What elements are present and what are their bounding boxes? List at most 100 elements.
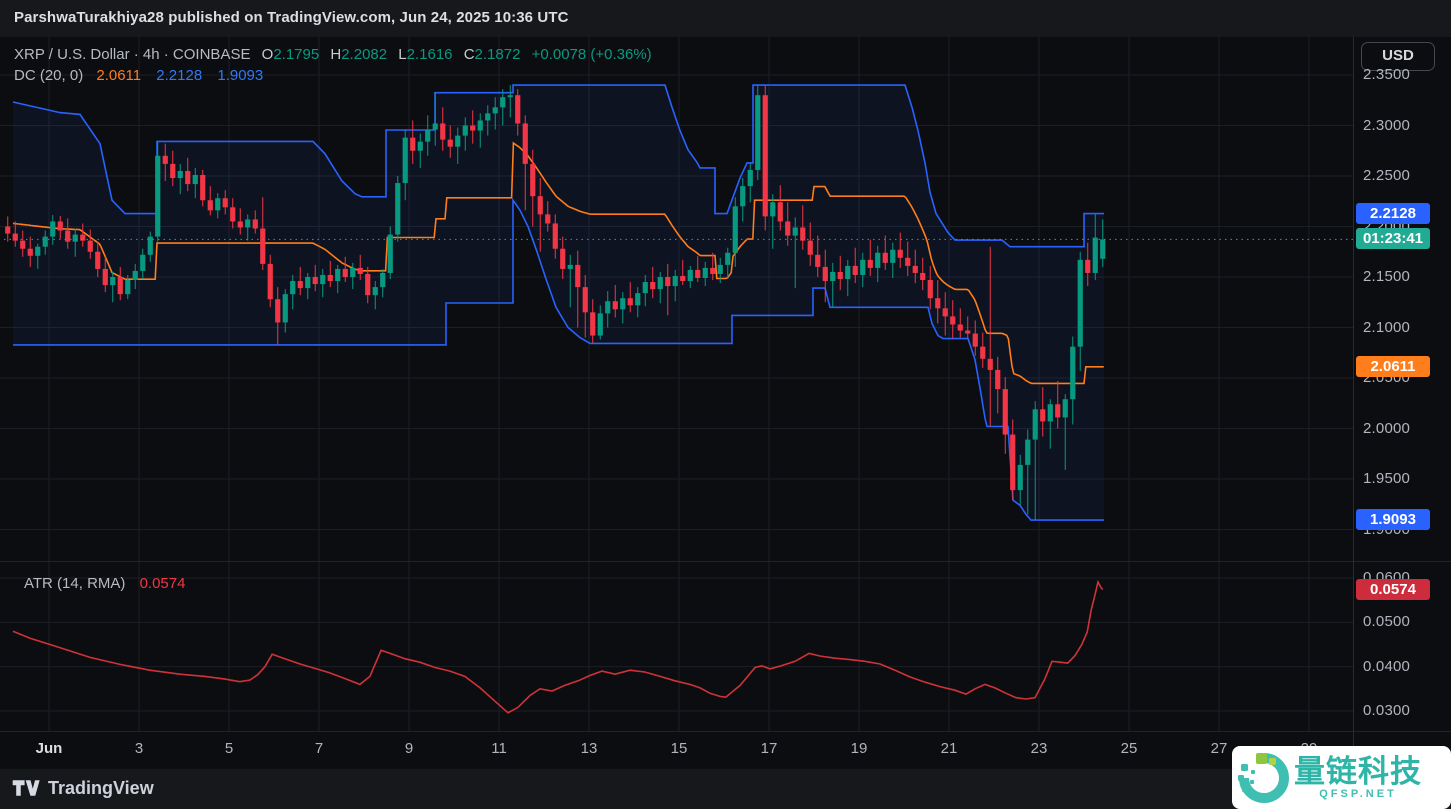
candle-body <box>290 281 296 295</box>
atr-badge: 0.0574 <box>1356 578 1430 600</box>
dc-upper-badge: 2.2128 <box>1356 202 1430 224</box>
price-tick-label: 1.9500 <box>1363 470 1411 487</box>
candle-body <box>650 282 656 290</box>
candle-body <box>702 267 708 279</box>
candle-body <box>605 301 611 314</box>
atr-pane[interactable] <box>0 562 1353 731</box>
candle-body <box>695 269 701 279</box>
price-tick-label: 2.1000 <box>1363 318 1411 336</box>
candle-body <box>402 137 408 184</box>
candle-body <box>1025 439 1031 465</box>
time-tick-label: Jun <box>35 740 63 757</box>
candle-body <box>1100 239 1106 259</box>
time-tick-label: 19 <box>850 740 868 757</box>
price-tick-label: 2.2500 <box>1363 167 1411 184</box>
candle-body <box>1070 346 1076 400</box>
candle-body <box>1047 404 1053 422</box>
candle-body <box>800 227 806 241</box>
price-axis-divider <box>1353 37 1354 769</box>
published-by-text: ParshwaTurakhiya28 published on TradingV… <box>14 9 569 26</box>
candle-body <box>575 264 581 288</box>
price-pane[interactable] <box>0 37 1353 562</box>
candle-body <box>335 268 341 282</box>
candle-body <box>87 240 93 252</box>
chart-area[interactable]: XRP / U.S. Dollar · 4h · COINBASE O2.179… <box>0 37 1451 769</box>
candle-body <box>815 254 821 267</box>
candle-body <box>845 265 851 280</box>
time-tick-label: 13 <box>580 740 598 757</box>
candle-body <box>957 324 963 331</box>
candle-body <box>312 277 318 285</box>
dc-label: DC (20, 0) <box>14 67 84 84</box>
candle-body <box>665 277 671 287</box>
candle-body <box>440 123 446 140</box>
dc-lower-value: 1.9093 <box>217 67 264 84</box>
candle-body <box>417 141 423 151</box>
pane-divider[interactable] <box>0 561 1451 562</box>
symbol-legend[interactable]: XRP / U.S. Dollar · 4h · COINBASE O2.179… <box>14 46 652 63</box>
candle-body <box>770 202 776 217</box>
candle-body <box>1017 464 1023 491</box>
candle-body <box>627 298 633 306</box>
candle-body <box>597 313 603 336</box>
candle-body <box>680 275 686 282</box>
candle-body <box>492 107 498 114</box>
currency-toggle-button[interactable]: USD <box>1361 42 1435 71</box>
candle-body <box>755 95 761 170</box>
candle-body <box>935 298 941 309</box>
candle-body <box>747 169 753 187</box>
candle-body <box>635 293 641 306</box>
atr-tick-label: 0.0500 <box>1363 613 1411 631</box>
time-axis[interactable]: Jun357911131517192123252729 <box>0 731 1353 769</box>
close-label: C <box>463 46 475 63</box>
candle-body <box>1040 409 1046 422</box>
candle-body <box>1062 399 1068 418</box>
candle-body <box>762 95 768 217</box>
candle-body <box>507 95 513 98</box>
atr-legend[interactable]: ATR (14, RMA) 0.0574 <box>24 575 185 592</box>
candle-body <box>170 163 176 179</box>
candle-body <box>320 274 326 285</box>
candle-body <box>447 139 453 147</box>
time-axis-divider <box>0 731 1451 732</box>
candle-body <box>867 259 873 268</box>
price-axis[interactable]: USD 2.3500 2.3000 2.2500 2.2000 2.1500 2.1000… <box>1354 37 1451 769</box>
time-tick-label: 27 <box>1210 740 1228 757</box>
candle-body <box>792 227 798 236</box>
candle-body <box>387 234 393 273</box>
dc-basis-value: 2.0611 <box>96 67 142 84</box>
time-tick-label: 5 <box>224 740 234 757</box>
candle-body <box>365 273 371 296</box>
atr-label: ATR (14, RMA) <box>24 575 126 592</box>
candle-body <box>50 221 56 237</box>
candle-body <box>837 271 843 280</box>
candle-body <box>65 230 71 242</box>
candle-body <box>732 206 738 253</box>
candle-body <box>1002 389 1008 435</box>
candle-body <box>462 125 468 136</box>
candle-body <box>942 308 948 317</box>
candle-body <box>72 234 78 242</box>
time-tick-label: 25 <box>1120 740 1138 757</box>
candle-body <box>890 249 896 263</box>
candle-body <box>995 369 1001 390</box>
candle-body <box>12 233 18 241</box>
dc-basis-badge: 2.0611 <box>1356 355 1430 377</box>
candle-body <box>1092 237 1098 273</box>
dc-lower-line <box>13 197 1104 521</box>
candle-body <box>830 271 836 282</box>
candle-body <box>410 137 416 151</box>
candle-body <box>972 333 978 347</box>
dc-legend[interactable]: DC (20, 0) 2.0611 2.2128 1.9093 <box>14 67 263 84</box>
candle-body <box>372 287 378 296</box>
candle-body <box>807 240 813 255</box>
candle-body <box>545 214 551 224</box>
candle-body <box>1077 259 1083 347</box>
attribution-bar: TradingView <box>0 769 1451 809</box>
close-value: 2.1872 <box>474 46 521 63</box>
time-tick-label: 21 <box>940 740 958 757</box>
candle-body <box>897 249 903 258</box>
candle-body <box>455 135 461 147</box>
candle-body <box>567 264 573 269</box>
tradingview-brand-link[interactable]: TradingView <box>12 777 154 799</box>
